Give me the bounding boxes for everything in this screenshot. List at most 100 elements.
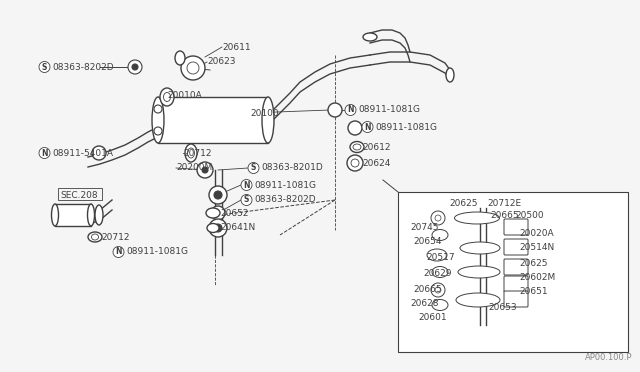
Ellipse shape xyxy=(188,148,195,158)
Text: 20629: 20629 xyxy=(423,269,451,278)
Text: 20500: 20500 xyxy=(515,211,543,219)
Ellipse shape xyxy=(51,204,58,226)
Ellipse shape xyxy=(175,51,185,65)
Ellipse shape xyxy=(92,234,99,240)
Circle shape xyxy=(248,163,259,173)
Circle shape xyxy=(214,191,222,199)
Circle shape xyxy=(211,206,225,220)
Text: 20665: 20665 xyxy=(490,211,518,219)
Text: 08911-1081G: 08911-1081G xyxy=(254,180,316,189)
Circle shape xyxy=(328,103,342,117)
FancyBboxPatch shape xyxy=(504,239,528,255)
Text: 20514N: 20514N xyxy=(519,244,554,253)
Circle shape xyxy=(113,247,124,257)
Text: 20665: 20665 xyxy=(413,285,442,295)
Text: N: N xyxy=(115,247,122,257)
Ellipse shape xyxy=(432,266,448,278)
Ellipse shape xyxy=(353,144,361,150)
Text: AP00.100.P: AP00.100.P xyxy=(584,353,632,362)
Text: 20712E: 20712E xyxy=(487,199,521,208)
Circle shape xyxy=(181,56,205,80)
Ellipse shape xyxy=(152,97,164,143)
Text: 20654: 20654 xyxy=(413,237,442,246)
Circle shape xyxy=(431,211,445,225)
Bar xyxy=(158,97,268,143)
Text: S: S xyxy=(42,62,47,71)
Text: 20624: 20624 xyxy=(362,158,390,167)
Ellipse shape xyxy=(262,97,274,143)
Circle shape xyxy=(209,219,227,237)
Circle shape xyxy=(435,215,441,221)
Circle shape xyxy=(241,195,252,205)
Ellipse shape xyxy=(458,266,500,278)
Text: 08911-1081G: 08911-1081G xyxy=(358,106,420,115)
Ellipse shape xyxy=(88,204,95,226)
Text: N: N xyxy=(348,106,354,115)
Circle shape xyxy=(187,62,199,74)
Text: 20712: 20712 xyxy=(183,148,211,157)
Circle shape xyxy=(435,287,441,293)
Text: 20625: 20625 xyxy=(449,199,477,208)
Text: 08363-8202D: 08363-8202D xyxy=(254,196,316,205)
Circle shape xyxy=(197,162,213,178)
Bar xyxy=(55,204,91,226)
Text: 08911-1081G: 08911-1081G xyxy=(126,247,188,257)
FancyBboxPatch shape xyxy=(504,259,528,275)
Circle shape xyxy=(202,167,208,173)
Ellipse shape xyxy=(163,93,170,102)
Text: 08911-5401A: 08911-5401A xyxy=(52,148,113,157)
Circle shape xyxy=(92,146,106,160)
Circle shape xyxy=(132,64,138,70)
Ellipse shape xyxy=(446,68,454,82)
Ellipse shape xyxy=(95,205,103,225)
Ellipse shape xyxy=(454,212,499,224)
Ellipse shape xyxy=(160,88,174,106)
FancyBboxPatch shape xyxy=(504,219,528,235)
Ellipse shape xyxy=(432,299,448,311)
Text: 20623: 20623 xyxy=(207,58,236,67)
Text: 20200M: 20200M xyxy=(176,164,212,173)
Text: 20651: 20651 xyxy=(519,286,548,295)
Text: 20020A: 20020A xyxy=(519,228,554,237)
Circle shape xyxy=(39,148,50,158)
Circle shape xyxy=(345,105,356,115)
Text: S: S xyxy=(244,196,249,205)
Ellipse shape xyxy=(460,242,500,254)
Text: 20100: 20100 xyxy=(250,109,278,118)
Text: 08911-1081G: 08911-1081G xyxy=(375,122,437,131)
Ellipse shape xyxy=(206,208,220,218)
Ellipse shape xyxy=(427,249,447,261)
Circle shape xyxy=(154,105,162,113)
Text: 20653: 20653 xyxy=(488,304,516,312)
Circle shape xyxy=(128,60,142,74)
Circle shape xyxy=(348,121,362,135)
Ellipse shape xyxy=(185,144,197,162)
Circle shape xyxy=(214,224,222,232)
Text: 20625: 20625 xyxy=(519,259,547,267)
Text: N: N xyxy=(41,148,48,157)
Circle shape xyxy=(154,127,162,135)
Text: 20641N: 20641N xyxy=(220,224,255,232)
Text: S: S xyxy=(251,164,256,173)
Text: 20612: 20612 xyxy=(362,142,390,151)
Text: 20712: 20712 xyxy=(101,232,129,241)
Text: 20628: 20628 xyxy=(410,298,438,308)
Text: N: N xyxy=(364,122,371,131)
Ellipse shape xyxy=(456,293,500,307)
Circle shape xyxy=(39,61,50,73)
Ellipse shape xyxy=(350,141,364,153)
Circle shape xyxy=(362,122,373,132)
Text: 08363-8202D: 08363-8202D xyxy=(52,62,114,71)
Ellipse shape xyxy=(432,230,448,241)
Ellipse shape xyxy=(88,232,102,242)
Text: 20517: 20517 xyxy=(426,253,454,263)
Text: 20745: 20745 xyxy=(410,224,438,232)
Text: 20611: 20611 xyxy=(222,42,251,51)
Bar xyxy=(398,192,628,352)
Text: N: N xyxy=(243,180,250,189)
Bar xyxy=(58,188,102,200)
Circle shape xyxy=(431,283,445,297)
Text: 20010A: 20010A xyxy=(167,90,202,99)
Circle shape xyxy=(209,186,227,204)
Ellipse shape xyxy=(207,224,219,232)
